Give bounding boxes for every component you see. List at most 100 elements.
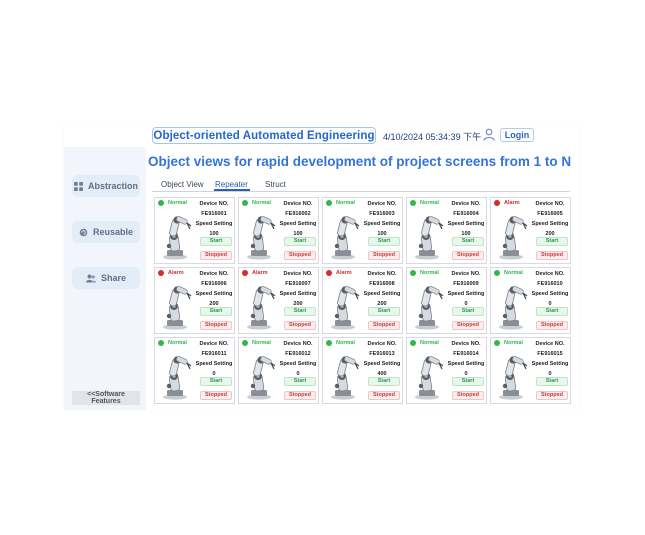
status-dot	[410, 200, 416, 206]
start-button[interactable]: Start	[284, 377, 316, 386]
status-indicator: Normal	[410, 270, 439, 276]
status-text: Alarm	[252, 270, 268, 276]
device-card: Normal Device NO. FE916003 Speed Setting…	[322, 197, 403, 264]
device-card: Normal Device NO. FE916002 Speed Setting…	[238, 197, 319, 264]
speed-value: 0	[212, 371, 216, 377]
speed-setting-label: Speed Setting	[363, 291, 401, 297]
status-text: Normal	[336, 200, 355, 206]
stopped-button[interactable]: Stopped	[536, 321, 568, 330]
stopped-button[interactable]: Stopped	[368, 251, 400, 260]
stopped-button[interactable]: Stopped	[452, 391, 484, 400]
stopped-button[interactable]: Stopped	[536, 391, 568, 400]
speed-setting-label: Speed Setting	[447, 361, 485, 367]
status-text: Normal	[168, 340, 187, 346]
status-text: Normal	[420, 270, 439, 276]
status-indicator: Normal	[410, 340, 439, 346]
users-icon	[85, 274, 96, 282]
device-card: Alarm Device NO. FE916008 Speed Setting …	[322, 267, 403, 334]
speed-setting-label: Speed Setting	[363, 221, 401, 227]
stopped-button[interactable]: Stopped	[536, 251, 568, 260]
robot-arm-icon	[499, 356, 528, 400]
start-button[interactable]: Start	[284, 307, 316, 316]
start-button[interactable]: Start	[368, 377, 400, 386]
sidebar: Abstraction Reusable Share <<Software Fe…	[64, 147, 146, 410]
robot-arm-icon	[499, 286, 528, 330]
sidebar-item-reusable[interactable]: Reusable	[72, 221, 140, 243]
status-indicator: Alarm	[242, 270, 268, 276]
start-button[interactable]: Start	[284, 237, 316, 246]
stopped-button[interactable]: Stopped	[200, 321, 232, 330]
device-id: FE916013	[369, 351, 395, 357]
speed-value: 0	[464, 301, 468, 307]
robot-arm-icon	[331, 216, 360, 260]
robot-arm-icon	[415, 356, 444, 400]
status-dot	[410, 270, 416, 276]
speed-value: 100	[293, 231, 303, 237]
robot-arm-icon	[331, 356, 360, 400]
stopped-button[interactable]: Stopped	[368, 321, 400, 330]
speed-value: 0	[548, 371, 552, 377]
start-button[interactable]: Start	[368, 307, 400, 316]
sidebar-item-abstraction[interactable]: Abstraction	[72, 175, 140, 197]
speed-value: 200	[377, 301, 387, 307]
user-icon[interactable]	[483, 128, 495, 141]
device-no-label: Device NO.	[367, 341, 397, 347]
start-button[interactable]: Start	[368, 237, 400, 246]
tab-repeater[interactable]: Repeater	[215, 180, 248, 189]
stopped-button[interactable]: Stopped	[284, 391, 316, 400]
robot-arm-icon	[163, 216, 192, 260]
stopped-button[interactable]: Stopped	[284, 321, 316, 330]
status-indicator: Alarm	[494, 200, 520, 206]
start-button[interactable]: Start	[200, 307, 232, 316]
start-button[interactable]: Start	[536, 237, 568, 246]
speed-value: 100	[461, 231, 471, 237]
speed-value: 100	[377, 231, 387, 237]
speed-value: 200	[209, 301, 219, 307]
device-no-label: Device NO.	[283, 271, 313, 277]
datetime-display: 4/10/2024 05:34:39 下午	[383, 132, 482, 142]
device-id: FE916009	[453, 281, 479, 287]
start-button[interactable]: Start	[536, 377, 568, 386]
sidebar-item-share[interactable]: Share	[72, 267, 140, 289]
device-id: FE916003	[369, 211, 395, 217]
start-button[interactable]: Start	[200, 237, 232, 246]
start-button[interactable]: Start	[452, 307, 484, 316]
device-card: Normal Device NO. FE916010 Speed Setting…	[490, 267, 571, 334]
status-text: Alarm	[504, 200, 520, 206]
stopped-button[interactable]: Stopped	[368, 391, 400, 400]
status-text: Normal	[252, 340, 271, 346]
tab-object-view[interactable]: Object View	[161, 180, 204, 189]
start-button[interactable]: Start	[452, 377, 484, 386]
status-dot	[242, 270, 248, 276]
device-no-label: Device NO.	[451, 271, 481, 277]
start-button[interactable]: Start	[452, 237, 484, 246]
tab-struct[interactable]: Struct	[265, 180, 286, 189]
device-card: Alarm Device NO. FE916006 Speed Setting …	[154, 267, 235, 334]
status-dot	[326, 200, 332, 206]
sidebar-item-label: Share	[100, 273, 126, 283]
speed-setting-label: Speed Setting	[195, 221, 233, 227]
speed-setting-label: Speed Setting	[279, 361, 317, 367]
speed-value: 0	[548, 301, 552, 307]
stopped-button[interactable]: Stopped	[200, 251, 232, 260]
robot-arm-icon	[247, 356, 276, 400]
device-id: FE916006	[201, 281, 227, 287]
speed-setting-label: Speed Setting	[447, 221, 485, 227]
login-button[interactable]: Login	[500, 128, 534, 142]
start-button[interactable]: Start	[200, 377, 232, 386]
stopped-button[interactable]: Stopped	[452, 251, 484, 260]
stopped-button[interactable]: Stopped	[452, 321, 484, 330]
robot-arm-icon	[247, 286, 276, 330]
stopped-button[interactable]: Stopped	[200, 391, 232, 400]
status-text: Normal	[420, 340, 439, 346]
software-features-toggle[interactable]: <<Software Features	[72, 391, 140, 405]
tab-divider	[152, 191, 570, 192]
device-no-label: Device NO.	[535, 271, 565, 277]
active-tab-indicator	[214, 189, 250, 191]
start-button[interactable]: Start	[536, 307, 568, 316]
device-card: Normal Device NO. FE916012 Speed Setting…	[238, 337, 319, 404]
stopped-button[interactable]: Stopped	[284, 251, 316, 260]
status-indicator: Alarm	[158, 270, 184, 276]
sidebar-item-label: Reusable	[92, 227, 134, 237]
device-id: FE916008	[369, 281, 395, 287]
